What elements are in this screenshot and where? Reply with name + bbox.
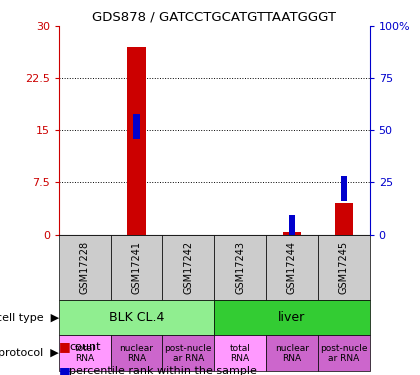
Bar [283,232,301,234]
Text: cell type  ▶: cell type ▶ [0,312,59,322]
Text: protocol  ▶: protocol ▶ [0,348,59,358]
Text: GSM17244: GSM17244 [287,241,297,294]
Title: GDS878 / GATCCTGCATGTTAATGGGT: GDS878 / GATCCTGCATGTTAATGGGT [92,11,336,24]
Bar [335,203,353,234]
Text: GSM17241: GSM17241 [131,241,142,294]
Text: total
RNA: total RNA [230,344,251,363]
FancyBboxPatch shape [59,300,214,336]
Text: count: count [69,342,101,352]
Text: GSM17245: GSM17245 [339,240,349,294]
FancyBboxPatch shape [318,234,370,300]
Text: total
RNA: total RNA [74,344,95,363]
FancyBboxPatch shape [110,234,163,300]
Text: post-nucle
ar RNA: post-nucle ar RNA [320,344,368,363]
FancyBboxPatch shape [266,336,318,371]
FancyBboxPatch shape [266,234,318,300]
Text: GSM17242: GSM17242 [183,240,193,294]
Bar [134,114,139,139]
Text: nuclear
RNA: nuclear RNA [275,344,309,363]
Text: liver: liver [278,311,305,324]
Bar [289,215,295,240]
FancyBboxPatch shape [59,234,110,300]
Bar [341,176,347,201]
FancyBboxPatch shape [163,234,214,300]
FancyBboxPatch shape [59,336,110,371]
Text: BLK CL.4: BLK CL.4 [109,311,164,324]
FancyBboxPatch shape [214,234,266,300]
FancyBboxPatch shape [318,336,370,371]
FancyBboxPatch shape [110,336,163,371]
Text: ■: ■ [59,365,71,375]
Text: post-nucle
ar RNA: post-nucle ar RNA [165,344,212,363]
Text: nuclear
RNA: nuclear RNA [120,344,153,363]
Bar [127,47,146,234]
FancyBboxPatch shape [163,336,214,371]
FancyBboxPatch shape [214,336,266,371]
Text: percentile rank within the sample: percentile rank within the sample [69,366,257,375]
Text: GSM17243: GSM17243 [235,241,245,294]
Text: GSM17228: GSM17228 [80,240,90,294]
Text: ■: ■ [59,340,71,353]
FancyBboxPatch shape [214,300,370,336]
